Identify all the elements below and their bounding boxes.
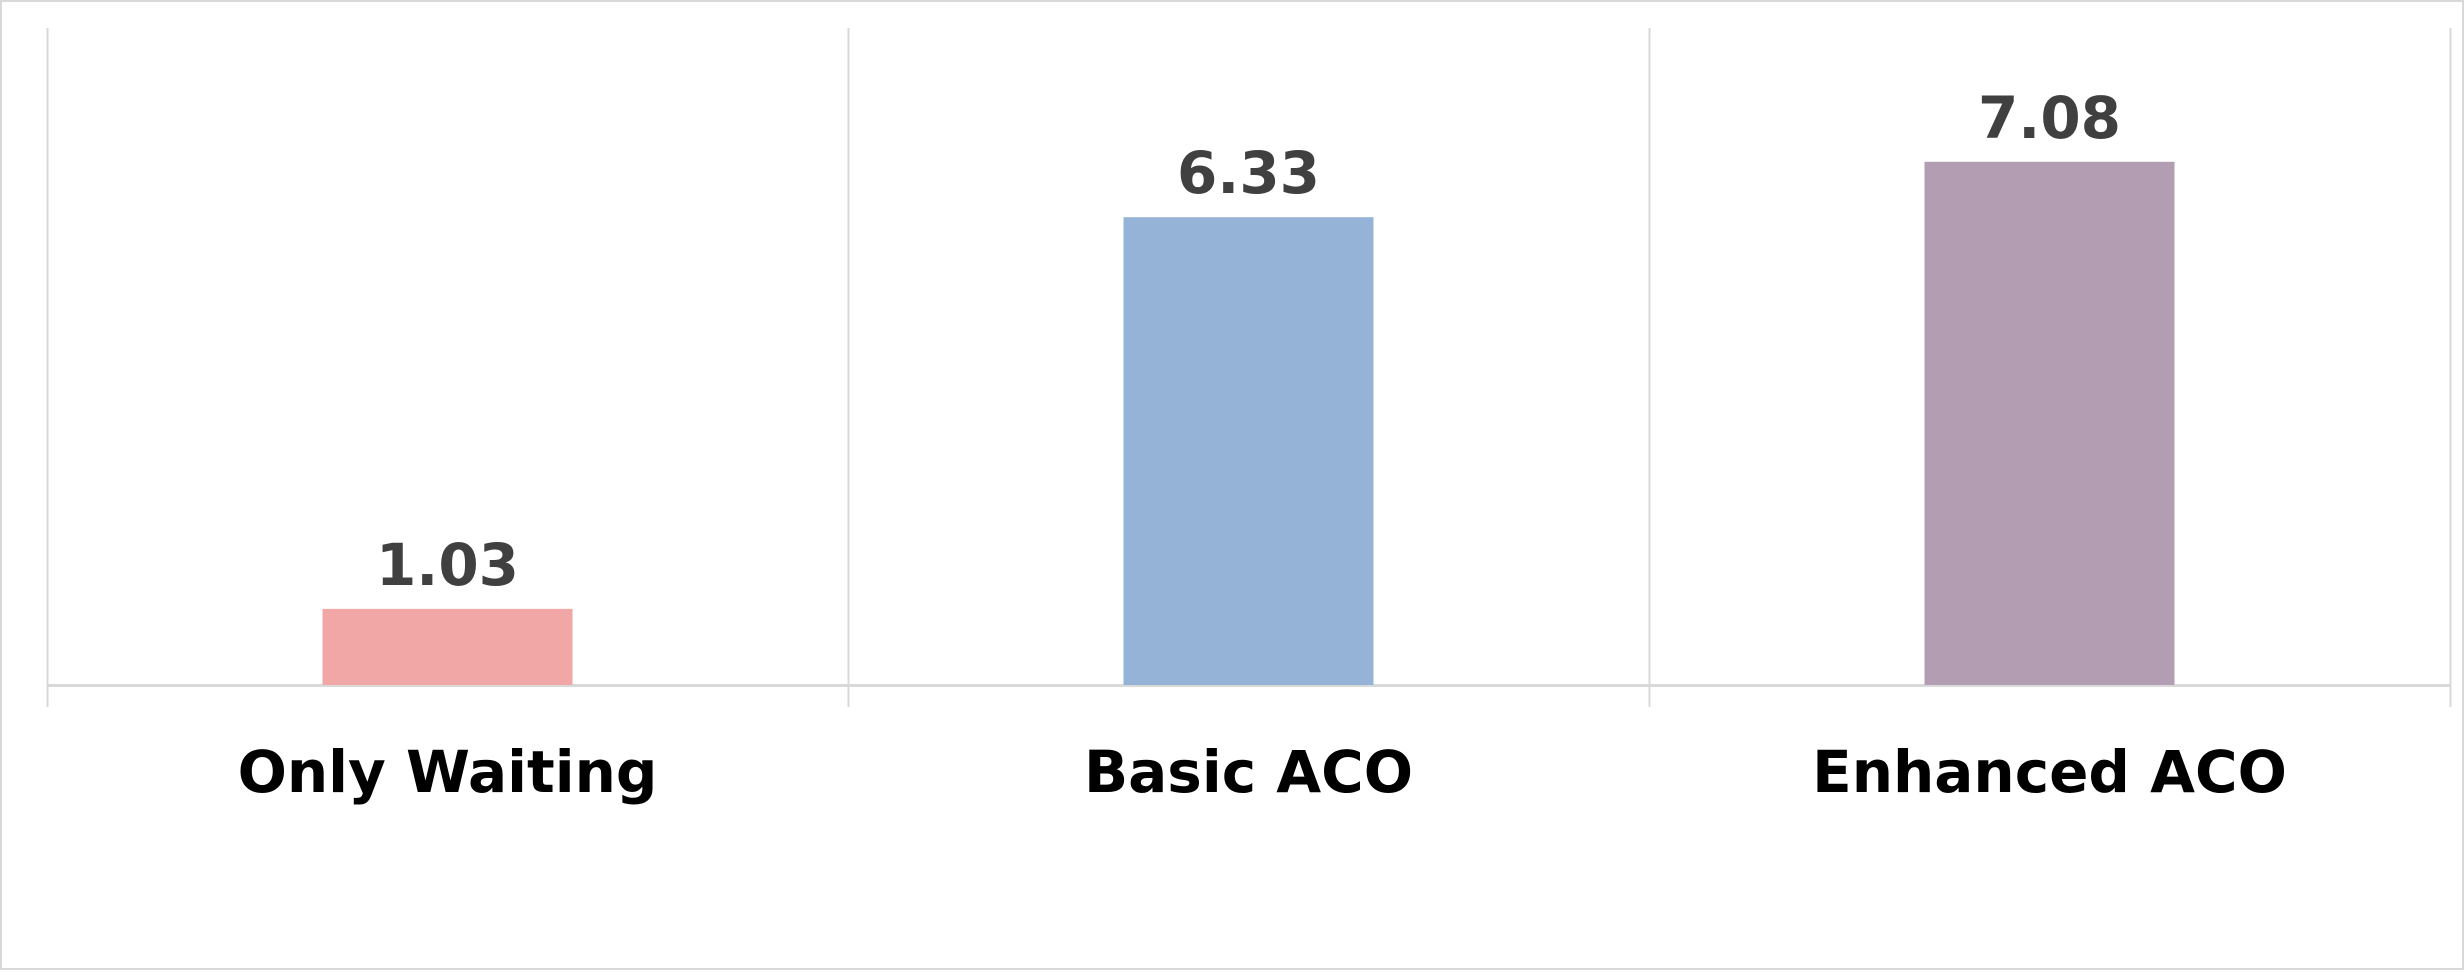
x-axis-tick-labels: Only Waiting Basic ACO Enhanced ACO [238,738,2287,806]
labels-layer: 1.03 6.33 7.08 [376,84,2121,599]
data-label-only-waiting: 1.03 [376,531,519,599]
bars-layer [322,161,2175,686]
bar-only-waiting [322,608,573,685]
data-label-basic-aco: 6.33 [1177,139,1320,207]
grid-layer [46,28,2452,707]
x-tick-label-basic-aco: Basic ACO [1084,738,1413,806]
data-label-enhanced-aco: 7.08 [1978,84,2121,152]
bar-enhanced-aco [1924,161,2175,686]
bar-basic-aco [1123,217,1374,685]
x-tick-label-enhanced-aco: Enhanced ACO [1812,738,2287,806]
x-tick-label-only-waiting: Only Waiting [238,738,658,806]
